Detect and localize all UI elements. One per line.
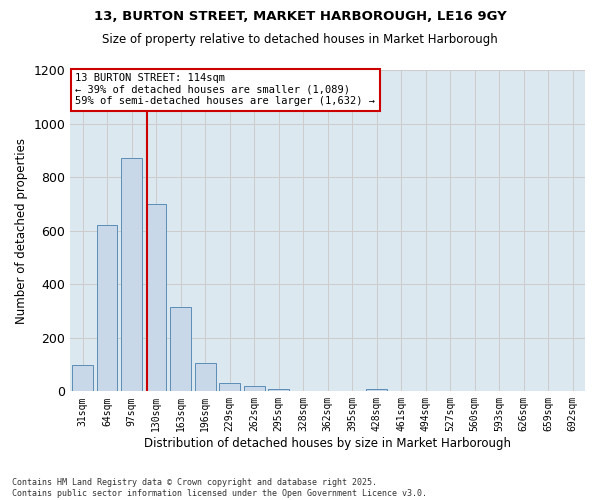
Y-axis label: Number of detached properties: Number of detached properties <box>15 138 28 324</box>
Bar <box>97 226 118 392</box>
Text: 13, BURTON STREET, MARKET HARBOROUGH, LE16 9GY: 13, BURTON STREET, MARKET HARBOROUGH, LE… <box>94 10 506 23</box>
X-axis label: Distribution of detached houses by size in Market Harborough: Distribution of detached houses by size … <box>144 437 511 450</box>
Bar <box>72 364 93 392</box>
Bar <box>194 363 215 392</box>
Text: 13 BURTON STREET: 114sqm
← 39% of detached houses are smaller (1,089)
59% of sem: 13 BURTON STREET: 114sqm ← 39% of detach… <box>76 73 376 106</box>
Text: Size of property relative to detached houses in Market Harborough: Size of property relative to detached ho… <box>102 32 498 46</box>
Bar <box>219 384 240 392</box>
Bar <box>170 307 191 392</box>
Bar <box>121 158 142 392</box>
Bar <box>146 204 166 392</box>
Bar <box>366 388 387 392</box>
Bar <box>268 389 289 392</box>
Text: Contains HM Land Registry data © Crown copyright and database right 2025.
Contai: Contains HM Land Registry data © Crown c… <box>12 478 427 498</box>
Bar <box>244 386 265 392</box>
